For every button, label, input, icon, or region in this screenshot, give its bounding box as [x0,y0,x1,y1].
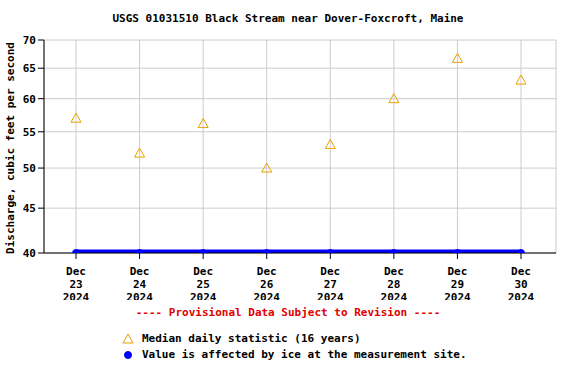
svg-text:70: 70 [23,34,36,47]
svg-text:65: 65 [23,62,36,75]
svg-text:Dec232024: Dec232024 [63,265,90,300]
html-text:Discharge, cubic feet per seco: Discharge, cubic feet per second [3,42,17,254]
svg-text:Dec272024: Dec272024 [317,265,344,300]
svg-text:45: 45 [23,202,36,215]
svg-text:Dec282024: Dec282024 [381,265,408,300]
svg-text:40: 40 [23,247,36,260]
svg-text:Dec292024: Dec292024 [444,265,471,300]
svg-text:Dec302024: Dec302024 [508,265,535,300]
html-text:Median daily statistic (16 yea: Median daily statistic (16 years) [142,332,361,345]
html-text:Value is affected by ice at th: Value is affected by ice at the measurem… [142,348,467,361]
svg-text:55: 55 [23,126,36,139]
svg-text:Dec242024: Dec242024 [126,265,153,300]
html-text:---- Provisional Data Subject: ---- Provisional Data Subject to Revisio… [135,306,441,319]
html-text:USGS 01031510 Black Stream nea: USGS 01031510 Black Stream near Dover-Fo… [112,12,464,25]
svg-text:Dec252024: Dec252024 [190,265,217,300]
svg-text:50: 50 [23,162,36,175]
svg-text:60: 60 [23,93,36,106]
svg-text:Dec262024: Dec262024 [253,265,280,300]
